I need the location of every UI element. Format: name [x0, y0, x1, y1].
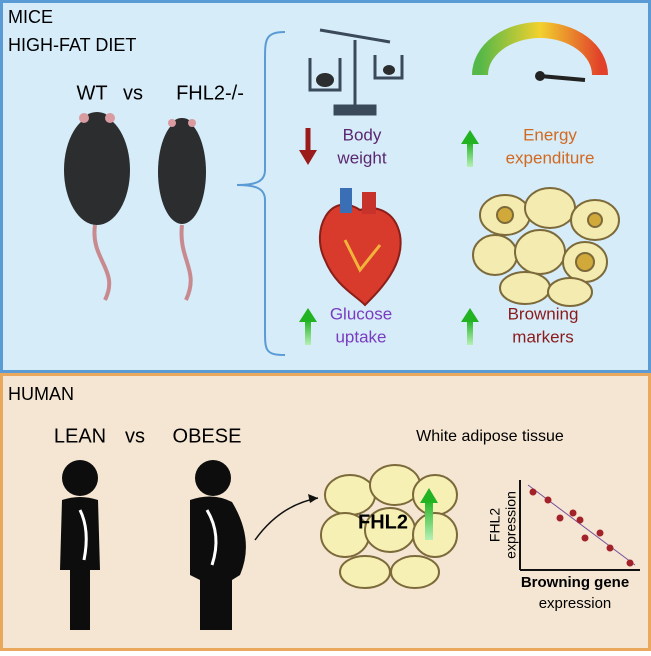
x-axis-label: Browning gene — [521, 574, 629, 591]
gauge-icon — [472, 22, 608, 82]
condition: HIGH-FAT DIET — [8, 35, 136, 55]
scale-icon — [308, 28, 404, 116]
lean-person — [60, 460, 100, 630]
group: LEAN — [54, 425, 106, 447]
arrow-up — [420, 488, 438, 540]
white-fat-icon — [320, 464, 458, 589]
arrow-up — [461, 130, 479, 167]
effect-label: Browning — [508, 304, 579, 323]
x-axis-label: expression — [539, 595, 612, 612]
vs: vs — [123, 82, 143, 104]
brown-fat-icon — [472, 187, 620, 307]
effect-label: Glucose — [330, 304, 392, 323]
effect-label: Body — [343, 125, 382, 144]
marker-label: FHL2 — [358, 511, 408, 533]
genotype: FHL2-/- — [176, 82, 244, 104]
y-axis-label: FHL2 — [487, 508, 503, 542]
vs: vs — [125, 425, 145, 447]
arrow-up — [461, 308, 479, 345]
arrow-down — [299, 128, 317, 165]
effect-label: Energy — [523, 125, 577, 144]
mouse-ko — [158, 118, 206, 301]
arrow-up — [299, 308, 317, 345]
brace — [236, 31, 286, 356]
correlation-plot — [519, 480, 640, 571]
y-axis-label: expression — [503, 491, 519, 559]
effect-label: uptake — [335, 327, 386, 346]
effect-label: weight — [336, 148, 386, 167]
obese-person — [190, 460, 246, 630]
effect-label: markers — [512, 327, 573, 346]
heart-icon — [319, 188, 402, 307]
group: OBESE — [173, 425, 242, 447]
tissue-label: White adipose tissue — [416, 428, 564, 445]
effect-label: expenditure — [506, 148, 595, 167]
panel-title: MICE — [8, 7, 53, 27]
panel-title: HUMAN — [8, 384, 74, 404]
human-panel — [0, 373, 651, 651]
arrowhead — [308, 494, 318, 503]
genotype: WT — [76, 82, 107, 104]
mouse-wt — [64, 112, 130, 301]
